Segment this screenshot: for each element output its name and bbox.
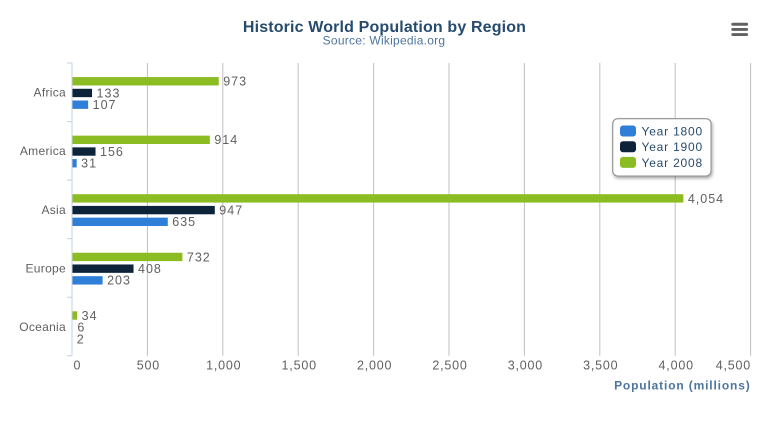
svg-text:34: 34 xyxy=(82,309,98,323)
svg-text:133: 133 xyxy=(97,86,121,100)
svg-text:4,500: 4,500 xyxy=(716,358,751,372)
svg-text:Asia: Asia xyxy=(41,203,66,217)
svg-text:973: 973 xyxy=(223,75,247,89)
svg-text:2,000: 2,000 xyxy=(357,358,392,372)
svg-text:America: America xyxy=(20,144,66,158)
svg-text:0: 0 xyxy=(74,358,81,372)
svg-text:3,000: 3,000 xyxy=(508,358,543,372)
svg-text:947: 947 xyxy=(219,203,243,217)
svg-text:6: 6 xyxy=(77,321,85,335)
svg-text:3,500: 3,500 xyxy=(583,358,618,372)
svg-text:914: 914 xyxy=(214,133,238,147)
svg-text:Year 1800: Year 1800 xyxy=(642,124,703,138)
svg-text:203: 203 xyxy=(107,274,131,288)
svg-text:4,000: 4,000 xyxy=(659,358,694,372)
svg-text:1,000: 1,000 xyxy=(206,358,241,372)
svg-text:Oceania: Oceania xyxy=(19,320,66,334)
svg-text:Europe: Europe xyxy=(26,261,67,275)
svg-text:635: 635 xyxy=(172,215,196,229)
svg-text:Historic World Population by R: Historic World Population by Region xyxy=(243,19,526,36)
svg-text:500: 500 xyxy=(137,358,160,372)
svg-text:2: 2 xyxy=(77,332,85,346)
svg-text:Population (millions): Population (millions) xyxy=(614,379,751,393)
svg-text:408: 408 xyxy=(138,262,162,276)
svg-text:Year 1900: Year 1900 xyxy=(642,140,703,154)
svg-text:Africa: Africa xyxy=(34,86,66,100)
svg-text:732: 732 xyxy=(187,250,211,264)
svg-text:2,500: 2,500 xyxy=(432,358,467,372)
svg-text:1,500: 1,500 xyxy=(282,358,317,372)
svg-text:4,054: 4,054 xyxy=(688,192,724,206)
svg-text:Source: Wikipedia.org: Source: Wikipedia.org xyxy=(323,34,446,48)
svg-text:107: 107 xyxy=(93,98,117,112)
svg-text:Year 2008: Year 2008 xyxy=(642,156,703,170)
svg-text:156: 156 xyxy=(100,145,124,159)
svg-text:31: 31 xyxy=(81,157,97,171)
